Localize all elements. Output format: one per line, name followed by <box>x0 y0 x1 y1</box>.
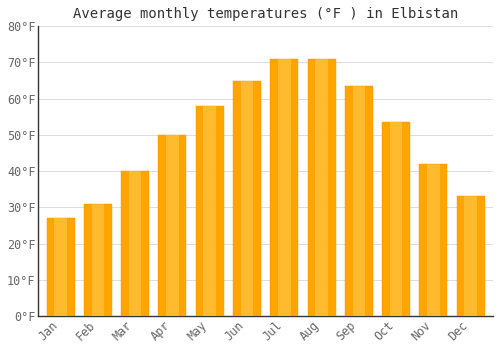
Bar <box>427 164 440 316</box>
Bar <box>54 218 67 316</box>
Bar <box>390 122 402 316</box>
Bar <box>345 86 373 316</box>
Bar <box>92 204 104 316</box>
Bar <box>316 59 328 316</box>
Bar <box>464 196 477 316</box>
Bar <box>196 106 224 316</box>
Bar <box>121 171 149 316</box>
Bar <box>84 204 112 316</box>
Bar <box>233 80 261 316</box>
Title: Average monthly temperatures (°F ) in Elbistan: Average monthly temperatures (°F ) in El… <box>73 7 458 21</box>
Bar <box>456 196 484 316</box>
Bar <box>129 171 141 316</box>
Bar <box>158 135 186 316</box>
Bar <box>382 122 410 316</box>
Bar <box>46 218 74 316</box>
Bar <box>420 164 448 316</box>
Bar <box>308 59 336 316</box>
Bar <box>240 80 254 316</box>
Bar <box>278 59 290 316</box>
Bar <box>204 106 216 316</box>
Bar <box>270 59 298 316</box>
Bar <box>166 135 178 316</box>
Bar <box>352 86 365 316</box>
